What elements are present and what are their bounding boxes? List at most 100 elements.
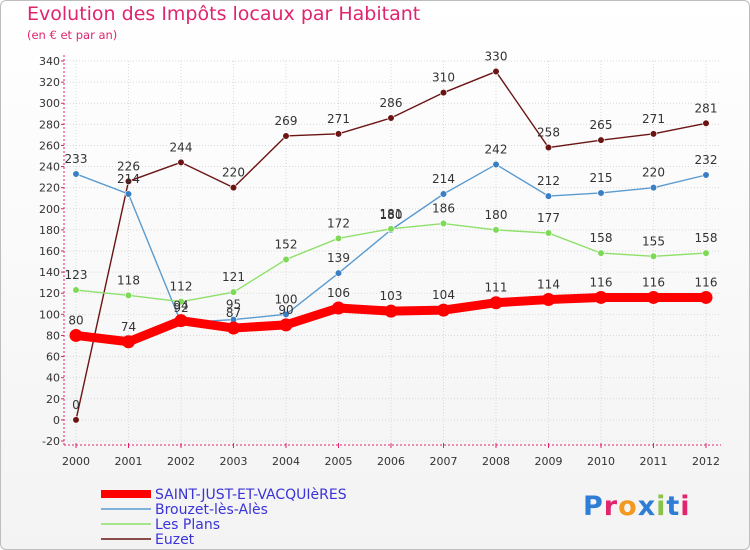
data-point-les-plans (702, 249, 710, 257)
data-label-euzet: 226 (117, 159, 140, 173)
legend-label: Brouzet-lès-Alès (155, 502, 268, 518)
legend-label: Les Plans (155, 517, 220, 533)
data-label-brouzet-l-s-al-s: 180 (380, 208, 403, 222)
data-label-saint-just-et-vacqui-res: 103 (380, 289, 403, 303)
data-label-saint-just-et-vacqui-res: 114 (537, 278, 560, 292)
y-tick-label: 220 (39, 182, 60, 195)
legend-label: Euzet (155, 532, 195, 548)
x-tick-label: 2012 (692, 455, 720, 468)
x-tick-label: 2010 (587, 455, 615, 468)
data-label-saint-just-et-vacqui-res: 116 (590, 275, 613, 289)
data-point-saint-just-et-vacqui-res (332, 301, 345, 315)
data-label-euzet: 265 (590, 118, 613, 132)
data-label-saint-just-et-vacqui-res: 80 (68, 313, 83, 327)
data-label-saint-just-et-vacqui-res: 104 (432, 288, 455, 302)
y-tick-label: 160 (39, 245, 60, 258)
data-label-brouzet-l-s-al-s: 214 (432, 172, 455, 186)
data-point-les-plans (649, 252, 658, 260)
data-point-saint-just-et-vacqui-res (594, 290, 608, 304)
data-label-brouzet-l-s-al-s: 214 (117, 172, 140, 186)
data-label-brouzet-l-s-al-s: 100 (275, 292, 298, 306)
data-label-brouzet-l-s-al-s: 232 (695, 153, 718, 167)
y-tick-label: 40 (46, 372, 60, 385)
data-point-brouzet-l-s-al-s (649, 184, 658, 192)
data-point-euzet (702, 119, 710, 127)
x-tick-label: 2007 (430, 455, 458, 468)
data-point-les-plans (229, 288, 238, 296)
chart-title: Evolution des Impôts locaux par Habitant (27, 3, 421, 25)
data-label-les-plans: 118 (117, 273, 140, 287)
data-label-euzet: 286 (380, 96, 403, 110)
y-tick-label: 120 (39, 287, 60, 300)
data-point-saint-just-et-vacqui-res (489, 296, 503, 310)
data-point-les-plans (334, 234, 343, 242)
data-point-saint-just-et-vacqui-res (437, 303, 450, 317)
data-label-les-plans: 121 (222, 270, 245, 284)
data-point-les-plans (72, 286, 80, 294)
data-label-euzet: 269 (275, 114, 298, 128)
y-tick-label: 0 (53, 414, 60, 427)
data-point-euzet (72, 416, 80, 424)
data-point-saint-just-et-vacqui-res (69, 328, 83, 342)
data-point-les-plans (124, 291, 133, 299)
data-label-les-plans: 181 (380, 207, 403, 221)
data-label-euzet: 244 (170, 140, 193, 154)
data-label-euzet: 220 (222, 166, 245, 180)
data-point-euzet (649, 130, 658, 138)
data-point-les-plans (387, 225, 395, 233)
data-point-brouzet-l-s-al-s (439, 190, 448, 198)
data-label-euzet: 271 (642, 112, 665, 126)
y-tick-label: 300 (39, 97, 60, 110)
data-point-brouzet-l-s-al-s (597, 189, 605, 197)
y-tick-label: 60 (46, 351, 60, 364)
data-label-saint-just-et-vacqui-res: 116 (695, 275, 718, 289)
data-label-brouzet-l-s-al-s: 242 (485, 142, 508, 156)
data-label-brouzet-l-s-al-s: 212 (537, 174, 560, 188)
y-tick-label: 200 (39, 203, 60, 216)
data-label-les-plans: 177 (537, 211, 560, 225)
data-point-saint-just-et-vacqui-res (122, 335, 135, 349)
data-point-brouzet-l-s-al-s (544, 192, 553, 200)
y-tick-label: 20 (46, 393, 60, 406)
data-point-euzet (334, 130, 343, 138)
data-point-brouzet-l-s-al-s (124, 190, 133, 198)
x-tick-label: 2001 (115, 455, 143, 468)
y-tick-label: 100 (39, 308, 60, 321)
data-label-les-plans: 158 (590, 231, 613, 245)
data-label-brouzet-l-s-al-s: 233 (65, 152, 88, 166)
data-point-euzet (387, 114, 395, 122)
data-point-euzet (282, 132, 290, 140)
data-point-brouzet-l-s-al-s (492, 160, 500, 169)
data-point-saint-just-et-vacqui-res (384, 304, 398, 318)
data-point-les-plans (544, 229, 553, 237)
x-tick-label: 2004 (272, 455, 300, 468)
y-tick-label: 180 (39, 224, 60, 237)
data-point-brouzet-l-s-al-s (72, 170, 80, 178)
data-label-les-plans: 180 (485, 208, 508, 222)
data-point-saint-just-et-vacqui-res (174, 314, 188, 328)
data-point-les-plans (597, 249, 605, 257)
y-tick-label: 320 (39, 76, 60, 89)
data-label-saint-just-et-vacqui-res: 74 (121, 320, 136, 334)
data-point-euzet (229, 184, 238, 192)
data-point-brouzet-l-s-al-s (282, 310, 290, 318)
y-tick-label: 140 (39, 266, 60, 279)
x-tick-label: 2011 (640, 455, 668, 468)
data-point-euzet (492, 67, 500, 76)
data-label-euzet: 310 (432, 71, 455, 85)
data-label-saint-just-et-vacqui-res: 90 (278, 303, 293, 317)
proxiti-logo: Proxiti (583, 491, 691, 522)
data-label-saint-just-et-vacqui-res: 116 (642, 275, 665, 289)
data-label-les-plans: 123 (65, 268, 88, 282)
data-point-saint-just-et-vacqui-res (279, 318, 293, 332)
data-label-brouzet-l-s-al-s: 95 (226, 298, 241, 312)
data-label-les-plans: 155 (642, 234, 665, 248)
data-point-les-plans (282, 255, 290, 264)
y-tick-label: 340 (39, 55, 60, 68)
data-point-euzet (124, 177, 133, 185)
data-point-euzet (544, 143, 553, 152)
y-tick-label: 260 (39, 139, 60, 152)
data-label-brouzet-l-s-al-s: 220 (642, 166, 665, 180)
data-label-saint-just-et-vacqui-res: 106 (327, 286, 350, 300)
data-label-saint-just-et-vacqui-res: 94 (173, 299, 188, 313)
